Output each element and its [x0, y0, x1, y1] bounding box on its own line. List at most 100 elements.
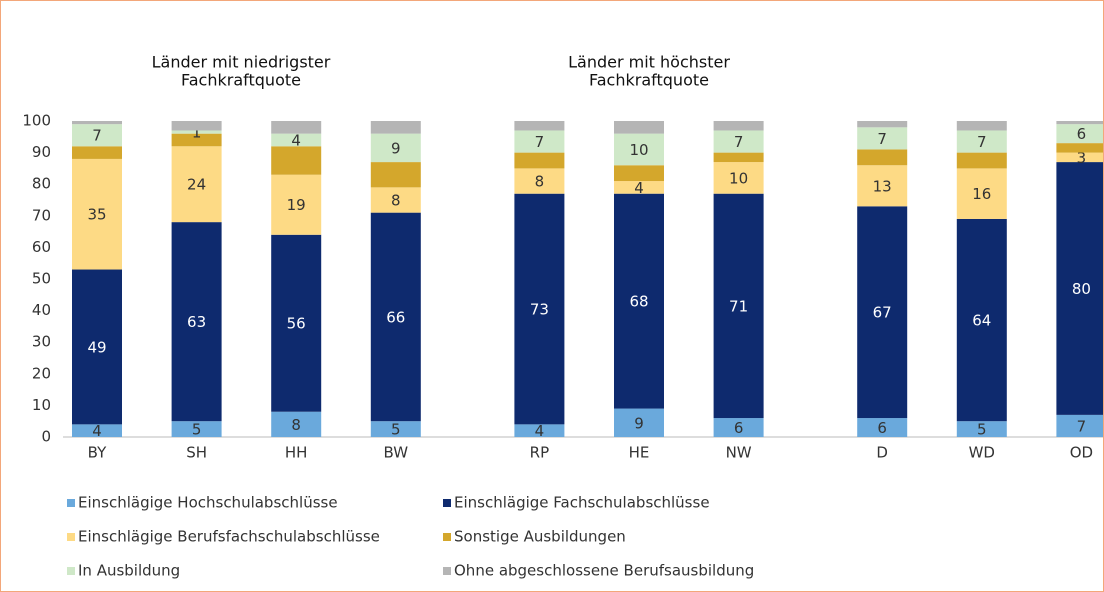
bar-segment [514, 424, 565, 437]
legend-swatch [443, 567, 451, 575]
data-label: 80 [1072, 280, 1091, 298]
x-tick-label: HH [285, 444, 308, 462]
data-label: 7 [1077, 417, 1087, 435]
data-label: 73 [530, 301, 549, 319]
bar-segment [72, 158, 122, 270]
data-label: 6 [734, 419, 744, 437]
y-tick-label: 100 [22, 112, 51, 130]
legend-swatch [67, 567, 75, 575]
legend-label: Sonstige Ausbildungen [454, 528, 626, 546]
bar-segment [1056, 414, 1103, 437]
bar-segment [514, 168, 565, 194]
bar-segment [956, 218, 1007, 422]
legend-label: Einschlägige Fachschulabschlüsse [454, 494, 710, 512]
x-tick-label: BY [88, 444, 107, 462]
data-label: 56 [287, 315, 306, 333]
bar-segment [370, 121, 421, 134]
legend-label: Einschlägige Hochschulabschlüsse [78, 494, 338, 512]
data-label: 71 [729, 297, 748, 315]
legend-label: In Ausbildung [78, 562, 180, 580]
data-label: 13 [873, 177, 892, 195]
data-label: 4 [634, 179, 644, 197]
data-label: 35 [87, 206, 106, 224]
legend-swatch [67, 499, 75, 507]
bar-segment [857, 127, 908, 150]
bar-segment [956, 168, 1007, 219]
bar-segment [713, 193, 764, 419]
bar-segment [271, 174, 322, 235]
data-label: 68 [629, 293, 648, 311]
bar-segment [72, 124, 122, 147]
bar-segment [1056, 124, 1103, 144]
bar-segment [514, 121, 565, 131]
x-tick-label: SH [186, 444, 207, 462]
bar-segment [857, 206, 908, 419]
legend-swatch [443, 499, 451, 507]
bar-segment [72, 121, 122, 125]
y-tick-label: 30 [32, 333, 51, 351]
y-tick-label: 80 [32, 175, 51, 193]
bar-segment [370, 212, 421, 422]
bar-segment [614, 408, 664, 437]
bar-segment [1056, 143, 1103, 153]
bar-segment [713, 130, 764, 153]
data-label: 49 [87, 338, 106, 356]
bar-segment [271, 234, 322, 412]
bar-segment [956, 121, 1007, 131]
data-label: 5 [977, 421, 987, 439]
bar-segment [171, 133, 222, 147]
bar-segment [271, 411, 322, 437]
x-tick-label: NW [726, 444, 752, 462]
x-tick-label: HE [629, 444, 650, 462]
bar-segment [713, 418, 764, 437]
bar-segment [614, 181, 664, 194]
group-title: Länder mit höchster [568, 53, 730, 72]
group-title: Fachkraftquote [589, 71, 709, 90]
data-label: 67 [873, 304, 892, 322]
data-label: 3 [1077, 149, 1087, 167]
data-label: 7 [977, 133, 987, 151]
bar-segment [1056, 121, 1103, 125]
bar-segment [614, 193, 664, 409]
data-label: 4 [291, 131, 301, 149]
bar-segment [713, 152, 764, 163]
data-label: 7 [734, 133, 744, 151]
y-tick-label: 50 [32, 270, 51, 288]
legend-label: Ohne abgeschlossene Berufsausbildung [454, 562, 754, 580]
data-label: 7 [92, 127, 102, 145]
bar-segment [171, 121, 222, 131]
bar-segment [956, 130, 1007, 153]
y-tick-label: 0 [41, 428, 51, 446]
y-tick-label: 60 [32, 238, 51, 256]
bar-segment [514, 193, 565, 425]
bar-segment [713, 121, 764, 131]
x-tick-label: RP [530, 444, 549, 462]
x-tick-label: OD [1070, 444, 1093, 462]
bar-segment [514, 130, 565, 153]
bar-segment [171, 222, 222, 422]
y-tick-label: 20 [32, 364, 51, 382]
data-label: 64 [972, 312, 991, 330]
bar-segment [614, 133, 664, 166]
bar-segment [1056, 152, 1103, 163]
data-label: 66 [386, 308, 405, 326]
bar-segment [171, 146, 222, 223]
data-label: 9 [634, 414, 644, 432]
data-label: 4 [535, 422, 545, 440]
data-label: 9 [391, 139, 401, 157]
bar-segment [956, 152, 1007, 169]
x-tick-label: D [876, 444, 888, 462]
data-label: 16 [972, 185, 991, 203]
group-title: Fachkraftquote [181, 71, 301, 90]
data-label: 8 [391, 192, 401, 210]
data-label: 24 [187, 176, 206, 194]
data-label: 6 [877, 419, 887, 437]
bar-segment [514, 152, 565, 169]
bar-segment [370, 421, 421, 437]
bar-segment [713, 162, 764, 194]
bar-segment [857, 165, 908, 207]
data-label: 7 [535, 133, 545, 151]
bar-segment [857, 121, 908, 128]
